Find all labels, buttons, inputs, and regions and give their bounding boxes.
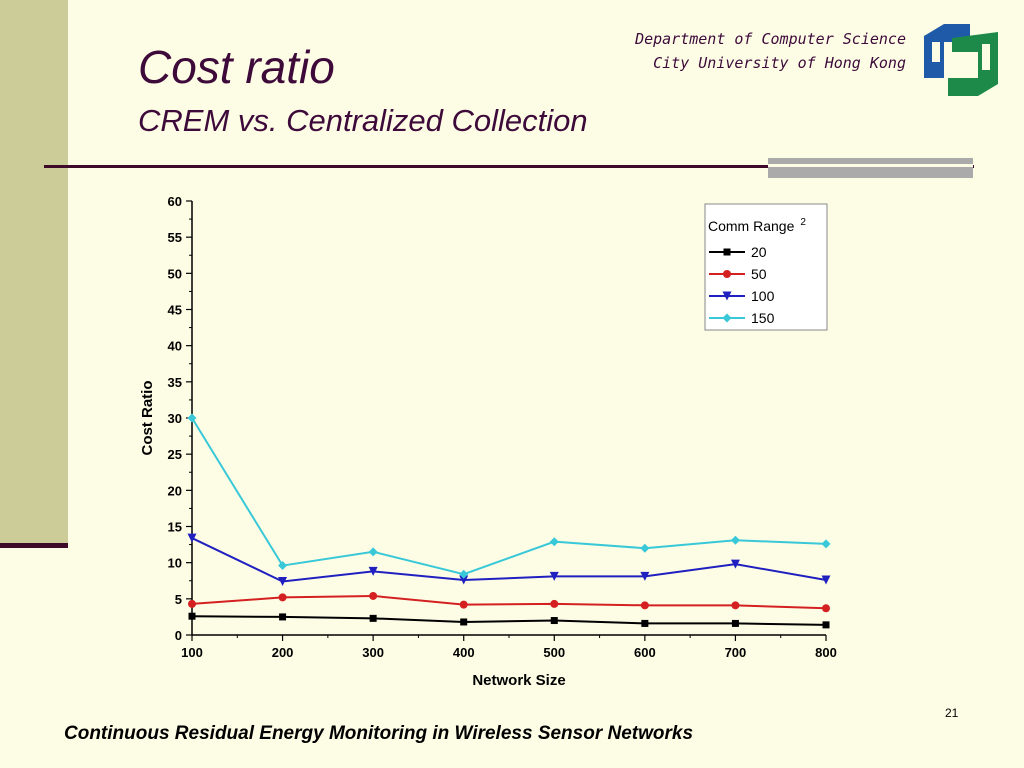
legend-item: 50 bbox=[709, 266, 767, 282]
legend-label: 50 bbox=[751, 266, 767, 282]
legend-label: 20 bbox=[751, 244, 767, 260]
data-point bbox=[368, 547, 378, 557]
y-tick-label: 25 bbox=[168, 447, 182, 462]
data-point bbox=[459, 600, 468, 609]
legend-title: Comm Range 2 bbox=[708, 217, 806, 234]
data-point bbox=[821, 539, 831, 549]
legend-marker bbox=[723, 248, 731, 256]
data-point bbox=[641, 619, 649, 627]
data-point bbox=[640, 571, 650, 581]
department-name: Department of Computer Science bbox=[635, 30, 906, 48]
x-tick-label: 800 bbox=[815, 645, 837, 660]
legend-item: 20 bbox=[709, 244, 767, 260]
y-tick-label: 40 bbox=[168, 339, 182, 354]
legend-item: 150 bbox=[709, 310, 775, 326]
data-point bbox=[279, 613, 287, 621]
data-point bbox=[188, 612, 196, 620]
title-divider bbox=[44, 165, 974, 168]
y-tick-label: 0 bbox=[175, 628, 182, 643]
data-point bbox=[550, 599, 559, 608]
y-axis-ticks: 0 5 10 15 20 25 30 35 40 45 50 55 60 bbox=[168, 194, 192, 643]
x-tick-label: 700 bbox=[725, 645, 747, 660]
sidebar-accent-line bbox=[0, 543, 68, 548]
chart-legend: Comm Range 2 20 50 100 150 bbox=[704, 203, 828, 331]
y-tick-label: 55 bbox=[168, 230, 182, 245]
y-axis-label: Cost Ratio bbox=[139, 381, 156, 456]
data-point bbox=[730, 535, 740, 545]
y-tick-label: 35 bbox=[168, 375, 182, 390]
series-50 bbox=[188, 591, 830, 613]
y-tick-label: 10 bbox=[168, 556, 182, 571]
series-line bbox=[191, 615, 827, 626]
legend-marker bbox=[722, 313, 732, 323]
y-tick-label: 5 bbox=[175, 592, 182, 607]
data-point bbox=[549, 537, 559, 547]
data-point bbox=[187, 533, 197, 543]
data-point bbox=[550, 617, 558, 625]
series-line bbox=[191, 594, 827, 610]
slide-subtitle: CREM vs. Centralized Collection bbox=[138, 103, 588, 138]
sidebar-decoration bbox=[0, 0, 68, 545]
data-point bbox=[822, 604, 830, 613]
slide-title: Cost ratio bbox=[138, 41, 335, 93]
x-axis-label: Network Size bbox=[472, 672, 565, 689]
legend-label: 100 bbox=[751, 288, 775, 304]
data-point bbox=[640, 543, 650, 553]
y-tick-label: 30 bbox=[168, 411, 182, 426]
data-point bbox=[549, 571, 559, 581]
legend-marker bbox=[723, 270, 731, 278]
data-point bbox=[730, 559, 740, 569]
data-point bbox=[731, 601, 740, 610]
title-divider-accent bbox=[768, 158, 973, 178]
y-tick-label: 60 bbox=[168, 194, 182, 209]
data-point bbox=[640, 601, 649, 610]
cost-ratio-chart: 100 200 300 400 500 600 700 800 0 5 10 15 20 25 30 35 4… bbox=[139, 194, 837, 689]
data-point bbox=[188, 599, 196, 608]
legend-label: 150 bbox=[751, 310, 775, 326]
university-logo bbox=[924, 24, 998, 96]
data-point bbox=[369, 614, 377, 622]
data-point bbox=[821, 575, 831, 585]
chart-series bbox=[187, 413, 831, 629]
x-tick-label: 500 bbox=[543, 645, 565, 660]
data-point bbox=[459, 569, 469, 579]
data-point bbox=[369, 591, 378, 600]
page-number: 21 bbox=[945, 706, 959, 720]
y-tick-label: 45 bbox=[168, 303, 182, 318]
data-point bbox=[731, 619, 739, 627]
university-name: City University of Hong Kong bbox=[653, 54, 906, 72]
y-tick-label: 20 bbox=[168, 483, 182, 498]
data-point bbox=[368, 566, 378, 576]
x-axis-ticks: 100 200 300 400 500 600 700 800 bbox=[181, 635, 837, 660]
series-line bbox=[191, 417, 827, 576]
slide-footer: Continuous Residual Energy Monitoring in… bbox=[64, 723, 694, 744]
series-20 bbox=[188, 612, 830, 629]
data-point bbox=[187, 413, 197, 423]
data-point bbox=[278, 593, 287, 602]
series-line bbox=[191, 537, 827, 583]
y-tick-label: 50 bbox=[168, 266, 182, 281]
legend-box bbox=[704, 203, 828, 331]
data-point bbox=[278, 561, 288, 571]
data-point bbox=[460, 618, 468, 626]
series-150 bbox=[187, 413, 831, 579]
data-point bbox=[278, 576, 288, 586]
y-tick-label: 15 bbox=[168, 520, 182, 535]
x-tick-label: 300 bbox=[362, 645, 384, 660]
legend-marker bbox=[722, 291, 732, 301]
data-point bbox=[459, 575, 469, 585]
data-point bbox=[822, 621, 830, 629]
x-tick-label: 100 bbox=[181, 645, 203, 660]
series-100 bbox=[187, 533, 831, 586]
x-tick-label: 400 bbox=[453, 645, 475, 660]
x-tick-label: 600 bbox=[634, 645, 656, 660]
legend-item: 100 bbox=[709, 288, 775, 304]
x-tick-label: 200 bbox=[272, 645, 294, 660]
